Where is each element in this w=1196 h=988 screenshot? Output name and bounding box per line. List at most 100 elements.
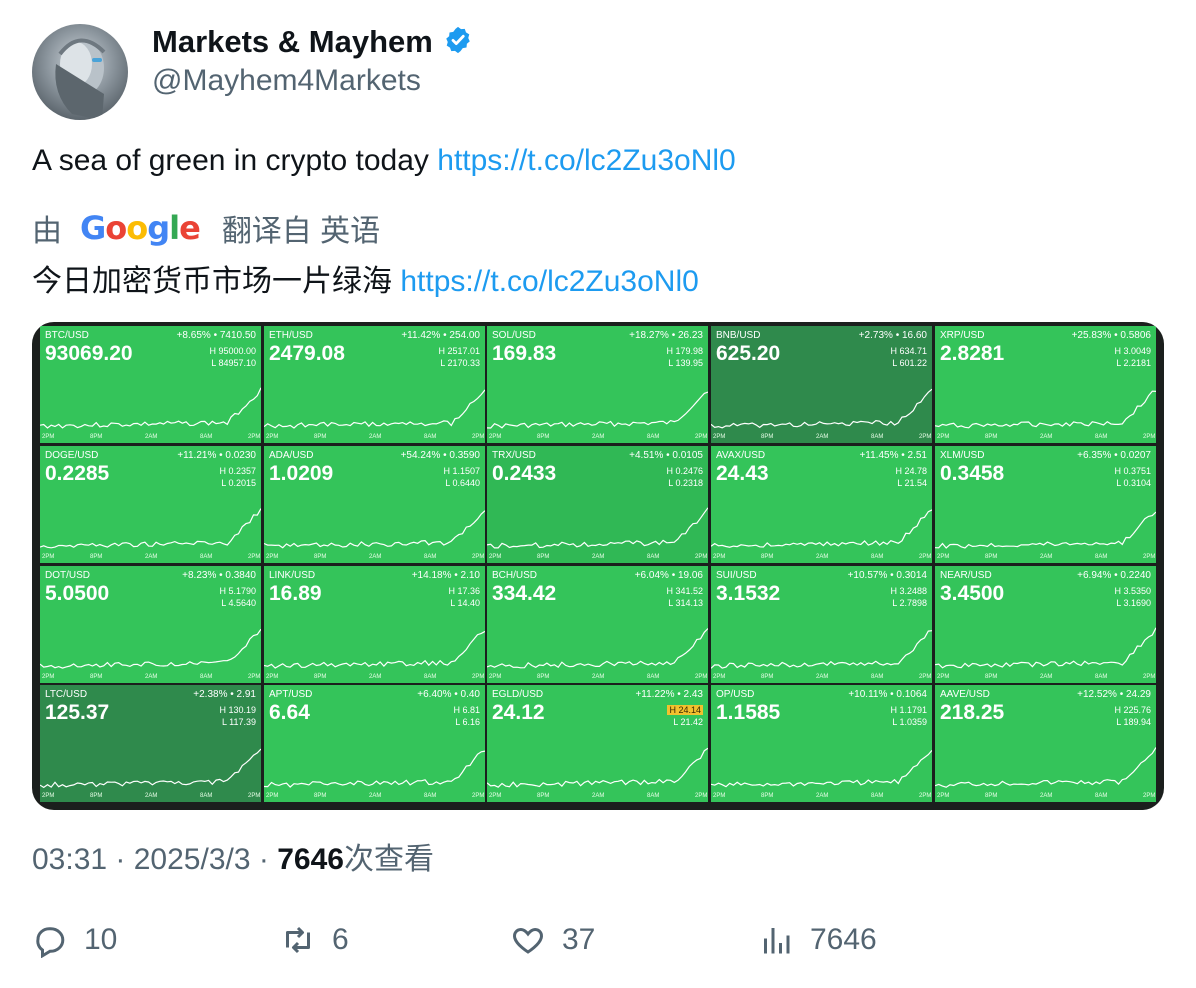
tile-change: +4.51% • 0.0105 — [629, 450, 703, 461]
tile-axis-label: 2PM — [472, 793, 485, 799]
tweet-link[interactable]: https://t.co/lc2Zu3oNl0 — [437, 144, 736, 177]
tile-change: +6.40% • 0.40 — [417, 689, 480, 700]
crypto-tile: SOL/USD +18.27% • 26.23 169.83 H 179.98 L 13… — [487, 326, 708, 443]
tile-low: L 117.39 — [221, 717, 256, 727]
tile-high: H 0.3751 — [1114, 466, 1151, 476]
tile-axis-label: 8PM — [985, 674, 998, 680]
tile-price: 0.2285 — [45, 462, 110, 485]
tile-sparkline — [264, 510, 485, 549]
tile-price: 1.1585 — [716, 701, 781, 724]
tile-axis-label: 2PM — [472, 674, 485, 680]
tile-symbol: NEAR/USD — [940, 570, 992, 581]
tile-price: 0.3458 — [940, 462, 1005, 485]
tile-axis-label: 8PM — [314, 554, 327, 560]
tile-low: L 0.3104 — [1116, 478, 1151, 488]
tile-axis-label: 2PM — [919, 434, 932, 440]
tile-change: +14.18% • 2.10 — [411, 570, 480, 581]
tile-low: L 1.0359 — [892, 717, 927, 727]
tile-price: 334.42 — [492, 582, 557, 605]
heart-icon — [513, 927, 543, 954]
view-count: 7646 — [277, 843, 344, 876]
tile-sparkline — [711, 630, 932, 669]
tile-axis-label: 2PM — [713, 554, 726, 560]
tile-axis-label: 2PM — [266, 674, 279, 680]
tile-axis-label: 2PM — [937, 434, 950, 440]
avatar[interactable] — [32, 24, 128, 120]
tile-axis-label: 2PM — [266, 793, 279, 799]
tile-axis-label: 2PM — [919, 674, 932, 680]
tile-sparkline — [40, 748, 261, 789]
tile-symbol: SUI/USD — [716, 570, 757, 581]
tile-axis-label: 2AM — [816, 674, 829, 680]
crypto-tile: LINK/USD +14.18% • 2.10 16.89 H 17.36 L 14.4… — [264, 566, 485, 683]
tile-low: L 84957.10 — [211, 358, 256, 368]
views-button[interactable]: 7646 — [758, 920, 877, 960]
tile-time-axis: 2PM 8PM 2AM 8AM 2PM — [264, 674, 485, 683]
tile-price: 218.25 — [940, 701, 1005, 724]
tile-high: H 24.14 — [667, 705, 703, 715]
tile-axis-label: 2PM — [1143, 554, 1156, 560]
crypto-heatmap-image[interactable]: BTC/USD +8.65% • 7410.50 93069.20 H 95000.0… — [32, 322, 1164, 810]
tile-symbol: DOGE/USD — [45, 450, 99, 461]
tile-axis-label: 2AM — [1040, 554, 1053, 560]
crypto-tile: SUI/USD +10.57% • 0.3014 3.1532 H 3.2488 L 2… — [711, 566, 932, 683]
tile-axis-label: 2AM — [592, 793, 605, 799]
tile-axis-label: 2AM — [592, 674, 605, 680]
tile-axis-label: 8PM — [314, 674, 327, 680]
tile-axis-label: 2AM — [592, 554, 605, 560]
tile-change: +11.42% • 254.00 — [401, 330, 480, 341]
tile-change: +8.65% • 7410.50 — [176, 330, 256, 341]
tile-symbol: APT/USD — [269, 689, 313, 700]
tile-time-axis: 2PM 8PM 2AM 8AM 2PM — [711, 674, 932, 683]
tile-axis-label: 8PM — [90, 793, 103, 799]
tile-axis-label: 8AM — [647, 793, 660, 799]
tile-axis-label: 2PM — [937, 793, 950, 799]
display-name[interactable]: Markets & Mayhem — [152, 24, 433, 59]
tile-sparkline — [711, 509, 932, 548]
tile-change: +12.52% • 24.29 — [1077, 689, 1151, 700]
tile-high: H 24.78 — [895, 466, 927, 476]
tile-axis-label: 8AM — [200, 793, 213, 799]
translated-link[interactable]: https://t.co/lc2Zu3oNl0 — [400, 265, 699, 298]
tile-axis-label: 2PM — [1143, 674, 1156, 680]
tweet-date[interactable]: 2025/3/3 — [133, 843, 251, 876]
repost-button[interactable]: 6 — [280, 920, 349, 960]
tile-axis-label: 2PM — [695, 554, 708, 560]
author-handle[interactable]: @Mayhem4Markets — [152, 64, 421, 97]
tile-axis-label: 2PM — [42, 793, 55, 799]
reply-icon — [36, 927, 65, 958]
crypto-tile: BTC/USD +8.65% • 7410.50 93069.20 H 95000.0… — [40, 326, 261, 443]
tile-axis-label: 8PM — [537, 434, 550, 440]
verified-badge-icon — [443, 25, 473, 60]
tweet-time[interactable]: 03:31 — [32, 843, 108, 876]
reply-button[interactable]: 10 — [32, 920, 117, 960]
tile-time-axis: 2PM 8PM 2AM 8AM 2PM — [264, 554, 485, 563]
tile-axis-label: 2PM — [489, 554, 502, 560]
tile-time-axis: 2PM 8PM 2AM 8AM 2PM — [487, 434, 708, 443]
tile-symbol: AAVE/USD — [940, 689, 990, 700]
tile-time-axis: 2PM 8PM 2AM 8AM 2PM — [935, 674, 1156, 683]
tile-change: +25.83% • 0.5806 — [1071, 330, 1151, 341]
tile-symbol: SOL/USD — [492, 330, 536, 341]
tile-time-axis: 2PM 8PM 2AM 8AM 2PM — [40, 434, 261, 443]
tile-price: 2.8281 — [940, 342, 1005, 365]
tile-price: 125.37 — [45, 701, 110, 724]
tile-axis-label: 2PM — [248, 674, 261, 680]
tile-time-axis: 2PM 8PM 2AM 8AM 2PM — [711, 434, 932, 443]
tile-time-axis: 2PM 8PM 2AM 8AM 2PM — [935, 554, 1156, 563]
tweet-body: A sea of green in crypto today — [32, 144, 429, 177]
tile-sparkline — [711, 750, 932, 788]
tile-axis-label: 2AM — [369, 674, 382, 680]
translation-source-language[interactable]: 翻译自 英语 — [221, 215, 381, 248]
tile-axis-label: 8PM — [985, 793, 998, 799]
tile-axis-label: 2PM — [248, 554, 261, 560]
tile-axis-label: 2PM — [489, 793, 502, 799]
tile-axis-label: 8AM — [871, 434, 884, 440]
tile-axis-label: 8AM — [200, 554, 213, 560]
tile-time-axis: 2PM 8PM 2AM 8AM 2PM — [264, 434, 485, 443]
tile-sparkline — [487, 391, 708, 429]
tile-axis-label: 8PM — [985, 434, 998, 440]
tile-time-axis: 2PM 8PM 2AM 8AM 2PM — [487, 793, 708, 802]
like-button[interactable]: 37 — [510, 920, 595, 960]
tile-high: H 95000.00 — [209, 346, 256, 356]
